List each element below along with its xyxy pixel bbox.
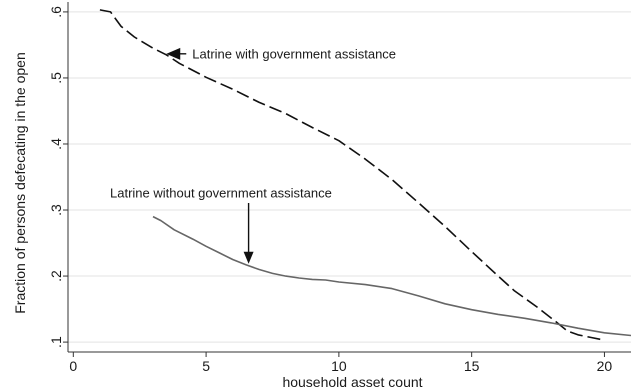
x-tick-label: 10	[331, 358, 347, 374]
y-tick-label: .4	[48, 138, 64, 150]
y-tick-label: .6	[48, 6, 64, 18]
x-tick-label: 20	[597, 358, 613, 374]
y-tick-label: .1	[48, 336, 64, 348]
y-tick-label: .3	[48, 204, 64, 216]
annotation-with-assistance: Latrine with government assistance	[192, 46, 396, 61]
x-tick-label: 5	[202, 358, 210, 374]
annotation-arrowhead	[166, 47, 181, 60]
y-tick-label: .5	[48, 72, 64, 84]
x-tick-label: 0	[69, 358, 77, 374]
x-tick-label: 15	[464, 358, 480, 374]
y-tick-label: .2	[48, 270, 64, 282]
y-axis-title: Fraction of persons defecating in the op…	[12, 52, 28, 314]
series-line-with-assistance	[99, 9, 605, 341]
annotation-without-assistance: Latrine without government assistance	[110, 186, 332, 201]
series-line-without-assistance	[152, 215, 631, 337]
annotation-arrowhead	[243, 251, 254, 264]
x-axis-title: household asset count	[282, 374, 422, 390]
